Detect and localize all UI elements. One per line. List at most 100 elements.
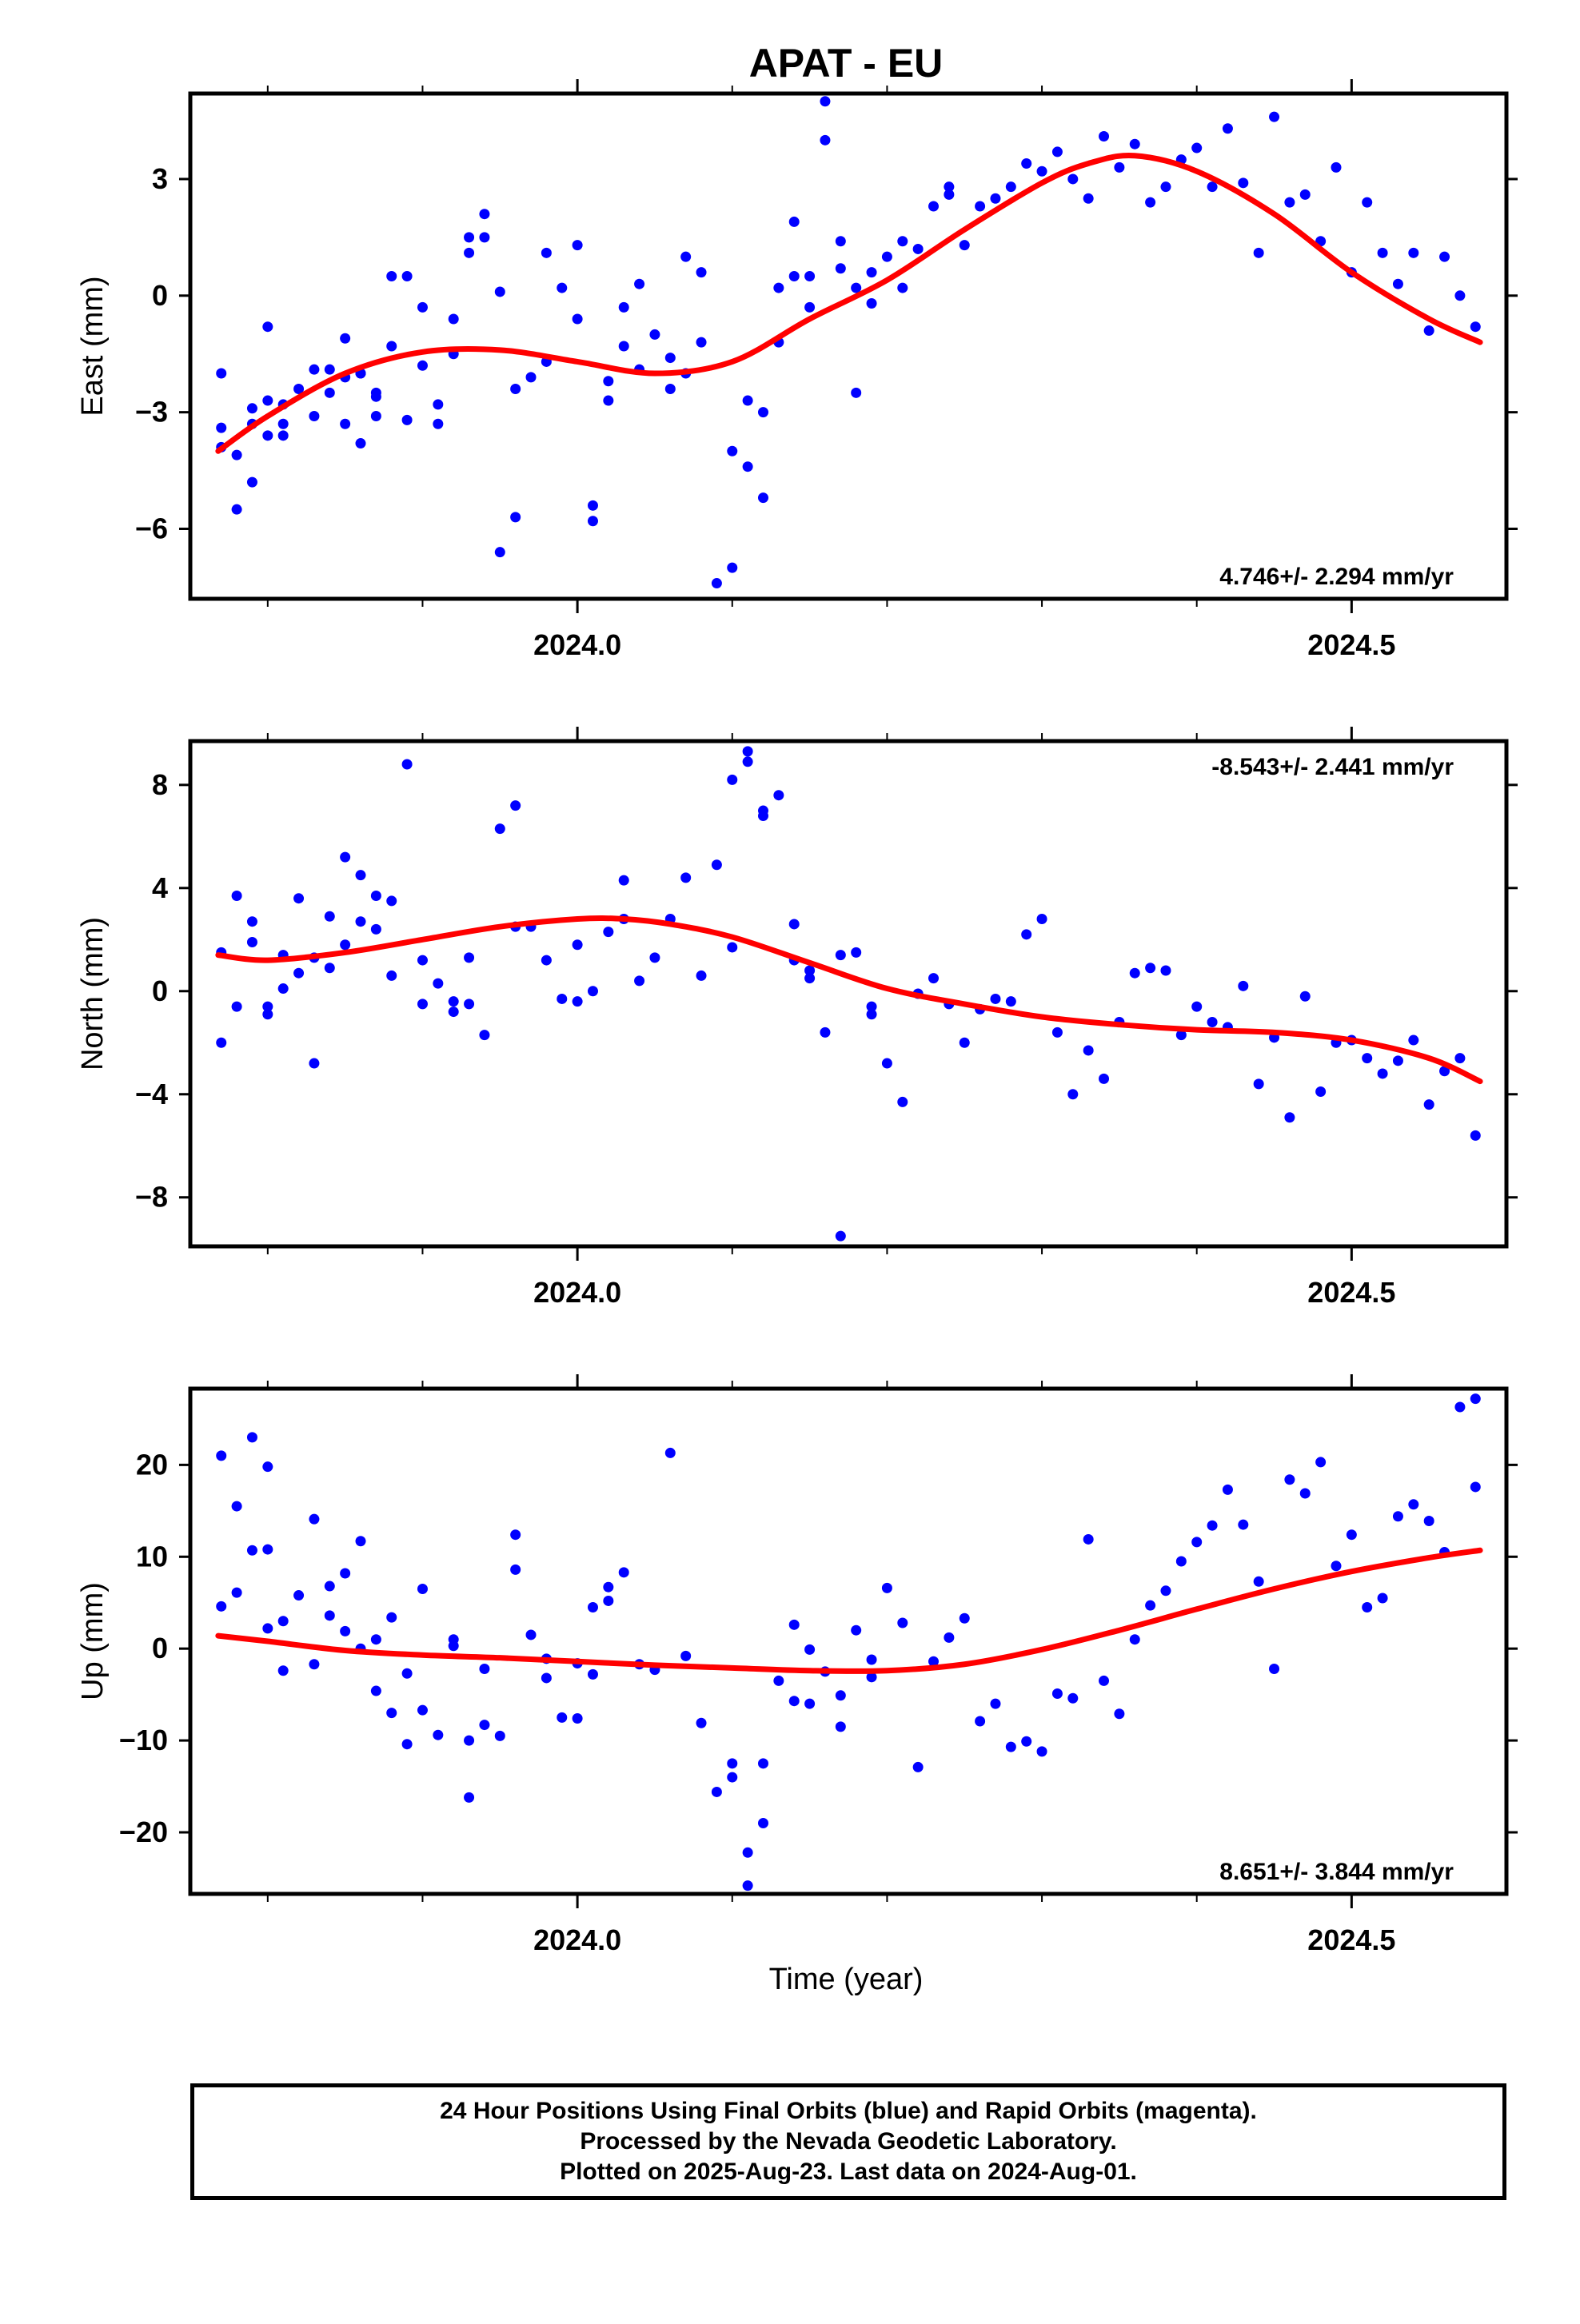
data-point <box>1392 1511 1403 1522</box>
data-point <box>1392 278 1403 289</box>
data-point <box>246 1545 257 1556</box>
data-point <box>1331 161 1342 173</box>
data-point <box>1191 1537 1203 1548</box>
data-point <box>231 449 242 460</box>
data-point <box>742 461 753 472</box>
data-point <box>479 1030 490 1041</box>
data-point <box>494 286 505 297</box>
data-point <box>417 999 428 1010</box>
data-point <box>881 1058 892 1069</box>
data-point <box>216 422 227 433</box>
data-point <box>324 963 335 974</box>
data-point <box>1099 1675 1110 1686</box>
data-point <box>727 445 738 456</box>
data-point <box>1160 1585 1171 1597</box>
data-point <box>1377 247 1388 258</box>
rate-annotation: -8.543+/- 2.441 mm/yr <box>1211 754 1454 780</box>
data-point <box>309 1058 320 1069</box>
data-point <box>1454 1053 1466 1064</box>
data-point <box>216 1450 227 1461</box>
data-point <box>262 1623 273 1634</box>
data-point <box>246 476 257 488</box>
data-point <box>1083 193 1094 204</box>
data-point <box>634 278 645 289</box>
data-point <box>324 1581 335 1592</box>
data-point <box>309 1659 320 1670</box>
data-point <box>866 1654 877 1665</box>
data-point <box>309 411 320 422</box>
data-point <box>1222 123 1233 134</box>
footer-line-1: 24 Hour Positions Using Final Orbits (bl… <box>440 2098 1257 2124</box>
data-point <box>1299 189 1311 200</box>
data-point <box>1331 1561 1342 1572</box>
data-point <box>866 267 877 278</box>
data-point <box>417 301 428 313</box>
panel-3: −20 −10 0 10 20 2024.0 2024.5 Up (mm) 8.651+/- 3… <box>76 1374 1518 1956</box>
data-point <box>851 387 862 398</box>
data-point <box>1439 251 1450 262</box>
data-point <box>1423 325 1434 337</box>
data-point <box>1346 1529 1357 1541</box>
rate-annotation: 4.746+/- 2.294 mm/yr <box>1219 564 1454 590</box>
data-point <box>525 372 537 383</box>
data-point <box>1284 197 1295 208</box>
data-point <box>1392 1055 1403 1066</box>
data-point <box>1222 1484 1233 1495</box>
data-point <box>618 341 629 352</box>
data-point <box>1269 111 1280 122</box>
data-point <box>340 333 351 344</box>
data-point <box>417 955 428 966</box>
data-point <box>541 1672 552 1684</box>
data-point <box>231 890 242 901</box>
data-point <box>1191 142 1203 153</box>
data-point <box>1439 1066 1450 1077</box>
fit-curve <box>215 153 1483 454</box>
x-tick-label: 2024.0 <box>533 1923 621 1956</box>
data-point <box>401 270 413 281</box>
data-point <box>1408 1499 1419 1510</box>
data-point <box>603 395 614 406</box>
data-point <box>246 1432 257 1443</box>
data-point <box>277 430 289 441</box>
y-tick-label: −10 <box>119 1724 168 1756</box>
data-point <box>262 1544 273 1555</box>
panel-2: −8 −4 0 4 8 2024.0 2024.5 North (mm) -8.543+/- 2… <box>76 727 1518 1309</box>
fit-curve <box>215 915 1483 1085</box>
data-point <box>464 952 475 963</box>
data-point <box>851 1624 862 1636</box>
data-point <box>1083 1533 1094 1545</box>
data-point <box>355 438 366 449</box>
data-point <box>603 1581 614 1593</box>
data-point <box>664 383 676 394</box>
data-point <box>262 1009 273 1020</box>
data-point <box>696 267 707 278</box>
data-point <box>742 746 753 757</box>
data-point <box>1362 1601 1373 1612</box>
data-point <box>340 939 351 951</box>
data-point <box>664 1447 676 1458</box>
data-point <box>618 1567 629 1578</box>
data-point <box>293 1590 305 1601</box>
data-point <box>309 1513 320 1525</box>
data-point <box>1145 197 1156 208</box>
y-tick-label: 4 <box>152 871 168 904</box>
data-point <box>1207 1016 1218 1027</box>
data-point <box>1377 1068 1388 1079</box>
data-point <box>464 232 475 243</box>
data-point <box>757 407 768 418</box>
data-point <box>340 1568 351 1579</box>
data-point <box>1005 1741 1016 1752</box>
data-point <box>277 983 289 995</box>
data-point <box>1315 1457 1327 1468</box>
data-point <box>912 1761 924 1772</box>
data-point <box>417 1704 428 1716</box>
data-point <box>1470 1393 1481 1405</box>
rate-annotation: 8.651+/- 3.844 mm/yr <box>1219 1859 1454 1885</box>
plot-frame <box>188 91 1509 601</box>
data-point <box>1051 1688 1063 1699</box>
data-point <box>835 1230 846 1242</box>
data-point <box>1408 1034 1419 1046</box>
data-point <box>309 364 320 375</box>
data-points <box>215 96 1483 589</box>
data-point <box>742 1880 753 1891</box>
